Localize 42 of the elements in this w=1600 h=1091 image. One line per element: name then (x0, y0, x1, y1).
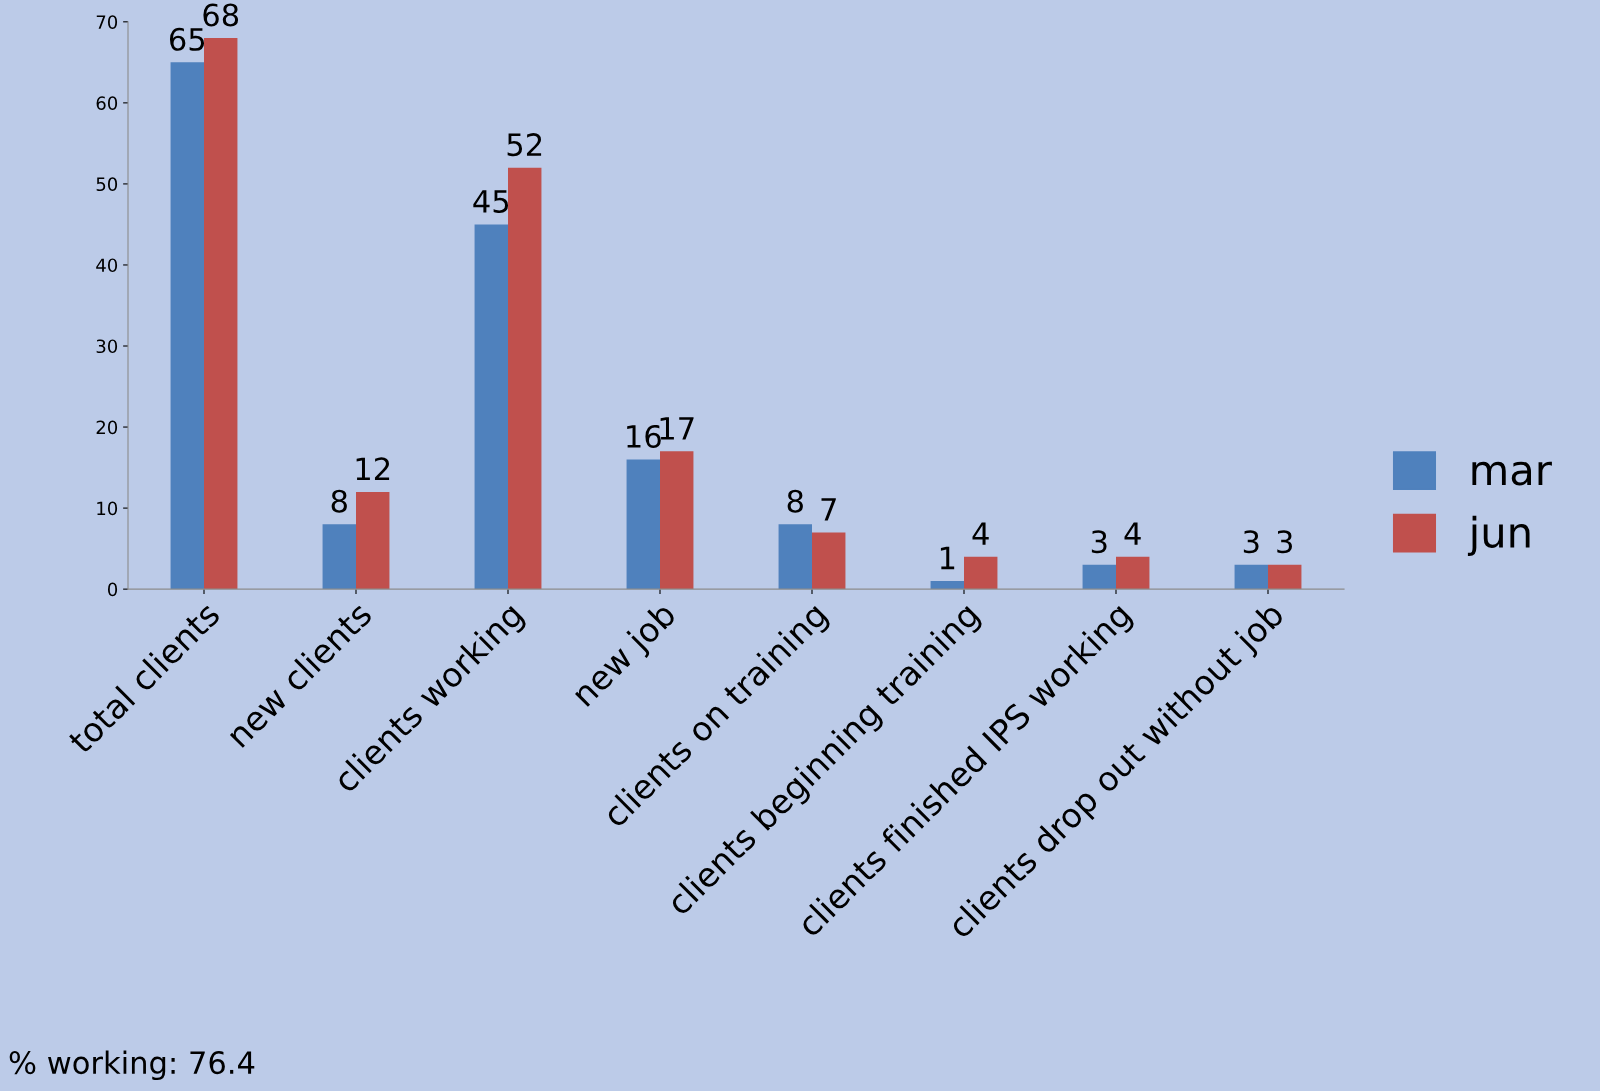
y-tick-label: 0 (107, 582, 118, 597)
data-label: 7 (821, 498, 836, 521)
data-label: 3 (1243, 530, 1259, 554)
data-label: 4 (972, 522, 989, 545)
y-tick-label: 20 (96, 420, 118, 435)
text: % working: 76.4 (9, 1050, 255, 1081)
bar (964, 556, 998, 590)
bar (1268, 564, 1302, 590)
data-label: 4 (1124, 522, 1141, 545)
y-tick-label: 10 (97, 501, 118, 516)
data-label: 8 (787, 489, 803, 513)
data-label: 16 (627, 424, 661, 448)
bar (778, 524, 812, 590)
data-label: 65 (169, 27, 205, 51)
data-label: 1 (940, 546, 955, 570)
data-label: 8 (331, 489, 347, 513)
y-tick-label: 30 (96, 339, 118, 354)
legend-label: jun (1467, 515, 1530, 557)
bar (660, 451, 694, 590)
data-label: 52 (507, 133, 542, 157)
y-tick-label: 40 (96, 258, 118, 273)
y-tick-label: 50 (96, 177, 118, 192)
bar (812, 532, 846, 590)
bar (508, 167, 542, 590)
data-label: 45 (473, 190, 509, 213)
data-label: 68 (203, 3, 239, 27)
bar (204, 38, 238, 590)
bar (474, 224, 508, 590)
data-label: 12 (356, 457, 390, 480)
bar (1234, 564, 1268, 590)
y-tick-label: 70 (96, 15, 118, 29)
bar (170, 62, 204, 590)
bar (322, 524, 356, 590)
bar (1082, 564, 1116, 590)
data-label: 17 (660, 417, 694, 440)
data-label: 3 (1277, 530, 1292, 554)
y-tick-label: 60 (96, 96, 118, 110)
bar (626, 459, 660, 590)
bar (356, 491, 390, 590)
bar (1116, 556, 1150, 590)
legend-label: mar (1472, 461, 1552, 486)
data-label: 3 (1091, 530, 1107, 554)
